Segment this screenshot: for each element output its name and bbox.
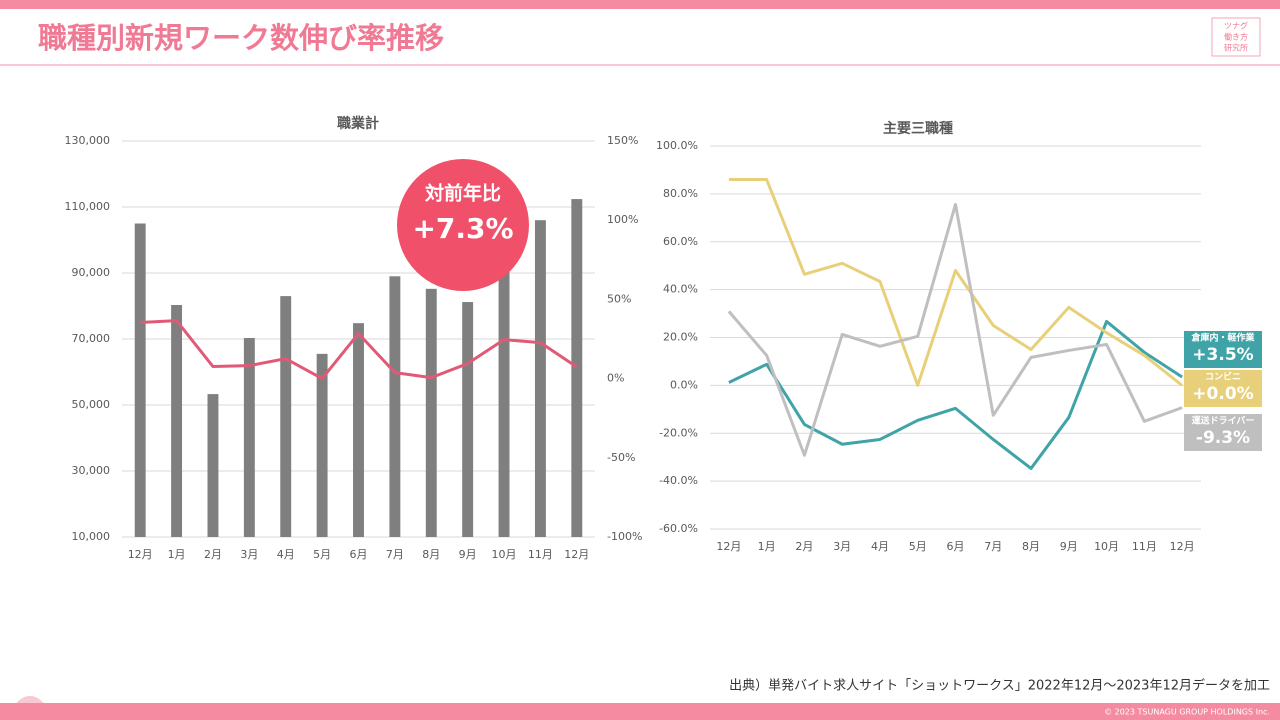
callout-value: +7.3% [412,212,513,245]
y-tick-label: 20.0% [663,331,698,344]
x-tick-label: 6月 [350,548,368,561]
x-tick-label: 1月 [758,540,776,553]
x-tick-label: 2月 [795,540,813,553]
y2-tick-label: 150% [607,134,638,147]
line-series [728,319,1183,470]
y2-tick-label: -50% [607,451,635,464]
x-tick-label: 6月 [947,540,965,553]
x-tick-label: 11月 [528,548,553,561]
bar [425,288,437,537]
x-tick-label: 3月 [240,548,258,561]
end-value-label: +3.5% [1192,345,1253,365]
y-tick-label: 0.0% [670,378,698,391]
x-tick-label: 5月 [909,540,927,553]
y-tick-label: 40.0% [663,283,698,296]
bar [462,302,474,537]
legend-label: コンビニ [1205,371,1241,383]
y2-tick-label: 50% [607,292,631,305]
bar [171,305,183,537]
y-tick-label: 50,000 [72,398,111,411]
legend-badge [1184,370,1262,407]
x-tick-label: 1月 [168,548,186,561]
x-tick-label: 3月 [833,540,851,553]
x-tick-label: 7月 [984,540,1002,553]
top-band [0,0,1280,9]
x-tick-label: 12月 [564,548,589,561]
slide-title: 職種別新規ワーク数伸び率推移 [38,21,444,55]
logo-text: 働き方 [1224,32,1248,42]
copyright: © 2023 TSUNAGU GROUP HOLDINGS Inc. [1104,708,1270,717]
bar [316,353,328,537]
y-tick-label: -40.0% [659,474,698,487]
x-tick-label: 10月 [492,548,517,561]
y2-tick-label: 100% [607,213,638,226]
callout-title: 対前年比 [424,182,501,205]
y-tick-label: 130,000 [65,134,111,147]
x-tick-label: 8月 [422,548,440,561]
end-value-label: +0.0% [1192,384,1253,404]
y-tick-label: 110,000 [65,200,111,213]
legend-badge [1184,331,1262,368]
logo-text: ツナグ [1224,21,1248,31]
x-tick-label: 9月 [459,548,477,561]
callout-circle [397,159,529,291]
legend-badge [1184,414,1262,451]
y2-tick-label: -100% [607,530,642,543]
chart-title: 主要三職種 [883,120,953,137]
x-tick-label: 4月 [277,548,295,561]
legend-label: 倉庫内・軽作業 [1190,332,1255,344]
end-value-label: -9.3% [1196,428,1250,448]
line-series [727,202,1183,457]
y-tick-label: 30,000 [72,464,111,477]
x-tick-label: 12月 [716,540,741,553]
bar [243,338,255,537]
x-tick-label: 8月 [1022,540,1040,553]
x-tick-label: 10月 [1094,540,1119,553]
chart-title: 職業計 [337,115,379,132]
y-tick-label: -20.0% [659,426,698,439]
source-note: 出典）単発バイト求人サイト「ショットワークス」2022年12月～2023年12月… [729,678,1270,694]
x-tick-label: 2月 [204,548,222,561]
x-tick-label: 7月 [386,548,404,561]
y2-tick-label: 0% [607,372,624,385]
x-tick-label: 12月 [1170,540,1195,553]
bar [389,276,401,537]
x-tick-label: 9月 [1060,540,1078,553]
logo-text: 研究所 [1224,43,1248,53]
x-tick-label: 5月 [313,548,331,561]
bottom-band [0,703,1280,720]
bar [534,220,546,537]
x-tick-label: 12月 [128,548,153,561]
bar [280,296,292,537]
y-tick-label: -60.0% [659,522,698,535]
y-tick-label: 90,000 [72,266,111,279]
bar [498,254,510,537]
y-tick-label: 100.0% [656,139,698,152]
bar [571,199,583,537]
line-series [728,178,1184,387]
logo-box [1211,17,1261,57]
legend-label: 運送ドライバー [1192,415,1255,427]
y-tick-label: 60.0% [663,235,698,248]
bar [134,223,146,537]
x-tick-label: 4月 [871,540,889,553]
y-tick-label: 80.0% [663,187,698,200]
y-tick-label: 70,000 [72,332,111,345]
x-tick-label: 11月 [1132,540,1157,553]
line-series [140,319,578,381]
bar [353,323,364,537]
y-tick-label: 10,000 [72,530,111,543]
bar [207,394,219,537]
